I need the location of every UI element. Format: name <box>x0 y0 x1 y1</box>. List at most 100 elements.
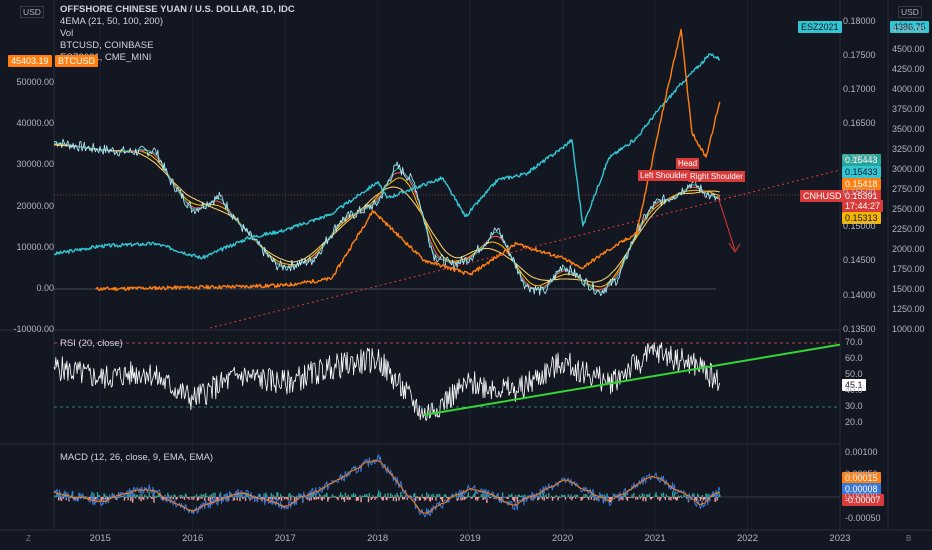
macd-histogram-bar <box>287 497 289 501</box>
macd-histogram-bar <box>155 497 157 498</box>
macd-histogram-bar <box>151 497 153 500</box>
macd-histogram-bar <box>172 497 175 500</box>
macd-histogram-bar <box>489 497 492 499</box>
macd-histogram-bar <box>282 496 285 497</box>
macd-histogram-bar <box>154 495 156 497</box>
macd-histogram-bar <box>701 494 704 497</box>
macd-histogram-bar <box>539 493 542 497</box>
macd-histogram-bar <box>401 495 403 497</box>
price-axis-tick: 0.15500 <box>843 186 876 197</box>
macd-histogram-bar <box>475 497 477 501</box>
macd-histogram-bar <box>278 497 280 500</box>
macd-histogram-bar <box>697 495 700 497</box>
macd-histogram-bar <box>386 497 388 501</box>
left-currency-label: USD <box>20 6 44 18</box>
macd-histogram-bar <box>145 495 148 497</box>
left-axis-tick: 40000.00 <box>16 118 54 129</box>
macd-histogram-bar <box>691 495 693 497</box>
ema21-tag: 0.15443 <box>842 154 881 166</box>
macd-histogram-bar <box>269 497 272 500</box>
macd-histogram-bar <box>358 496 360 497</box>
macd-histogram-bar <box>379 492 382 497</box>
macd-histogram-bar <box>216 497 218 500</box>
support-trendline <box>209 169 841 329</box>
macd-histogram-bar <box>121 495 124 497</box>
countdown-tag: 17:44:27 <box>842 200 884 212</box>
macd-histogram-bar <box>467 492 470 497</box>
macd-histogram-bar <box>373 497 375 498</box>
macd-histogram-bar <box>210 494 212 497</box>
macd-histogram-bar <box>660 497 662 500</box>
macd-histogram-bar <box>429 497 432 502</box>
es-axis-tick: 2750.00 <box>892 184 925 194</box>
es-axis-tick: 1000.00 <box>892 324 925 334</box>
macd-histogram-bar <box>203 494 205 497</box>
macd-histogram-bar <box>134 497 137 499</box>
corner-left-label[interactable]: Z <box>26 534 31 543</box>
macd-histogram-bar <box>624 492 627 497</box>
btcusd-line <box>95 28 721 292</box>
macd-histogram-bar <box>463 497 466 500</box>
macd-histogram-bar <box>562 495 565 497</box>
macd-histogram-bar <box>152 493 154 497</box>
macd-histogram-bar <box>414 497 417 502</box>
rsi-value-tag: 45.1 <box>842 379 866 391</box>
macd-histogram-bar <box>520 495 522 497</box>
macd-histogram-bar <box>205 493 207 497</box>
corner-right-label[interactable]: B <box>906 534 912 543</box>
macd-histogram-bar <box>461 493 463 497</box>
macd-histogram-bar <box>591 494 593 497</box>
es-axis-tick: 4250.00 <box>892 64 925 74</box>
macd-histogram-bar <box>201 497 203 499</box>
macd-histogram-bar <box>98 495 101 497</box>
legend-ema: 4EMA (21, 50, 100, 200) <box>60 16 163 27</box>
macd-histogram-bar <box>664 497 667 500</box>
macd-histogram-bar <box>510 494 512 497</box>
macd-histogram-bar <box>397 495 399 497</box>
macd-histogram-bar <box>657 497 659 500</box>
macd-histogram-bar <box>672 491 674 497</box>
macd-histogram-bar <box>88 497 90 500</box>
right-shoulder-annotation: Right Shoulder <box>688 171 745 182</box>
macd-histogram-bar <box>156 495 158 497</box>
macd-histogram-bar <box>582 497 584 499</box>
macd-histogram-bar <box>315 493 317 497</box>
macd-histogram-bar <box>337 497 339 501</box>
macd-histogram-bar <box>640 496 642 497</box>
macd-histogram-bar <box>135 494 138 497</box>
macd-histogram-bar <box>416 497 419 499</box>
macd-histogram-bar <box>435 497 437 501</box>
macd-histogram-bar <box>159 495 162 497</box>
macd-histogram-bar <box>589 494 592 497</box>
macd-histogram-bar <box>621 497 623 499</box>
macd-histogram-bar <box>663 497 666 498</box>
macd-histogram-bar <box>447 497 449 499</box>
macd-histogram-bar <box>279 497 281 500</box>
macd-histogram-bar <box>293 497 296 501</box>
macd-histogram-bar <box>465 497 468 499</box>
ema200-tag: 0.15313 <box>842 212 881 224</box>
macd-histogram-bar <box>387 493 389 497</box>
macd-histogram-bar <box>377 490 380 497</box>
macd-histogram-bar <box>563 494 566 497</box>
macd-histogram-bar <box>308 497 311 501</box>
macd-histogram-bar <box>181 494 183 497</box>
time-axis-tick: 2022 <box>736 533 759 544</box>
es-price-tag: 4386.75 <box>890 21 929 33</box>
macd-histogram-bar <box>144 494 146 497</box>
macd-histogram-bar <box>606 493 608 497</box>
macd-histogram-bar <box>97 495 100 497</box>
macd-histogram-bar <box>156 495 159 497</box>
macd-histogram-bar <box>181 497 184 499</box>
macd-histogram-bar <box>323 497 325 500</box>
macd-histogram-bar <box>193 495 196 497</box>
macd-histogram-bar <box>56 493 58 497</box>
macd-histogram-bar <box>168 495 170 497</box>
macd-histogram-bar <box>695 497 697 501</box>
macd-histogram-bar <box>327 497 329 502</box>
macd-histogram-bar <box>340 497 343 500</box>
macd-histogram-bar <box>161 497 163 501</box>
macd-histogram-bar <box>164 494 166 497</box>
macd-histogram-bar <box>291 495 293 497</box>
